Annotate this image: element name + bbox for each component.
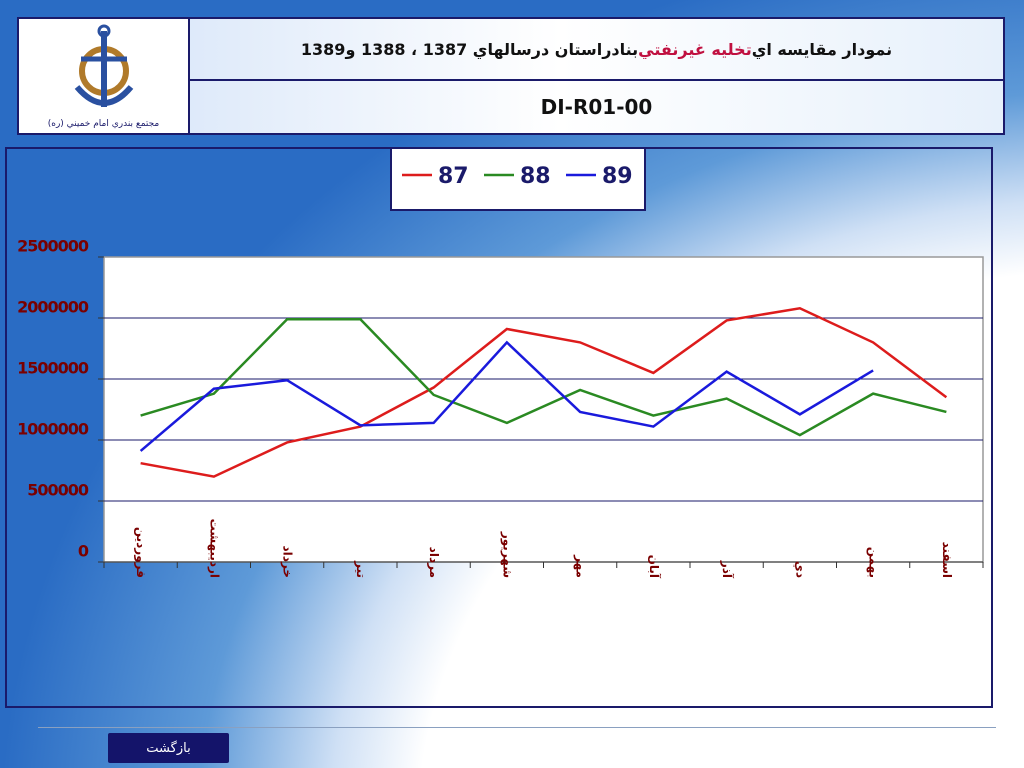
x-tick-label: اسفند [940, 542, 954, 578]
x-tick-label: تير [354, 560, 368, 578]
back-button[interactable]: بازگشت [108, 733, 229, 763]
series-line [139, 340, 874, 452]
series-line [140, 317, 947, 437]
y-tick-label: 2500000 [17, 237, 89, 256]
x-tick-label: آذر [720, 560, 735, 579]
x-tick-label: بهمن [867, 547, 881, 578]
divider [38, 727, 996, 728]
y-tick-label: 0 [78, 542, 89, 561]
plot-area [103, 256, 984, 563]
logo-caption: مجتمع بندري امام خميني (ره) [47, 119, 160, 129]
legend-label: 88 [520, 164, 551, 189]
legend-box [390, 147, 646, 211]
y-tick-label: 500000 [27, 481, 89, 500]
y-tick-label: 1000000 [17, 420, 89, 439]
y-tick-label: 2000000 [17, 298, 89, 317]
x-tick-label: خرداد [281, 545, 295, 578]
series-line [140, 306, 948, 478]
logo-icon [74, 24, 134, 107]
title-highlight: تخليه غيرنفتي [638, 39, 752, 59]
x-tick-label: مهر [574, 554, 588, 578]
x-tick-label: آبان [647, 555, 662, 579]
title-part: نمودار مقايسه اي [751, 39, 893, 59]
legend-label: 87 [438, 164, 469, 189]
x-tick-label: فروردين [133, 527, 148, 578]
legend-label: 89 [602, 164, 633, 189]
slide-title: نمودار مقايسه اي تخليه غيرنفتي بنادراستا… [190, 19, 1003, 81]
x-tick-label: مرداد [427, 547, 441, 578]
header: مجتمع بندري امام خميني (ره) نمودار مقايس… [17, 17, 1005, 135]
logo: مجتمع بندري امام خميني (ره) [19, 19, 190, 133]
title-part: بنادراستان درسالهاي 1387 ، 1388 و1389 [300, 39, 639, 59]
y-tick-label: 1500000 [17, 359, 89, 378]
x-tick-label: دي [793, 561, 807, 578]
x-tick-label: ارديبهشت [207, 519, 221, 578]
x-tick-label: شهريور [499, 531, 514, 578]
doc-code: DI-R01-00 [540, 95, 653, 119]
